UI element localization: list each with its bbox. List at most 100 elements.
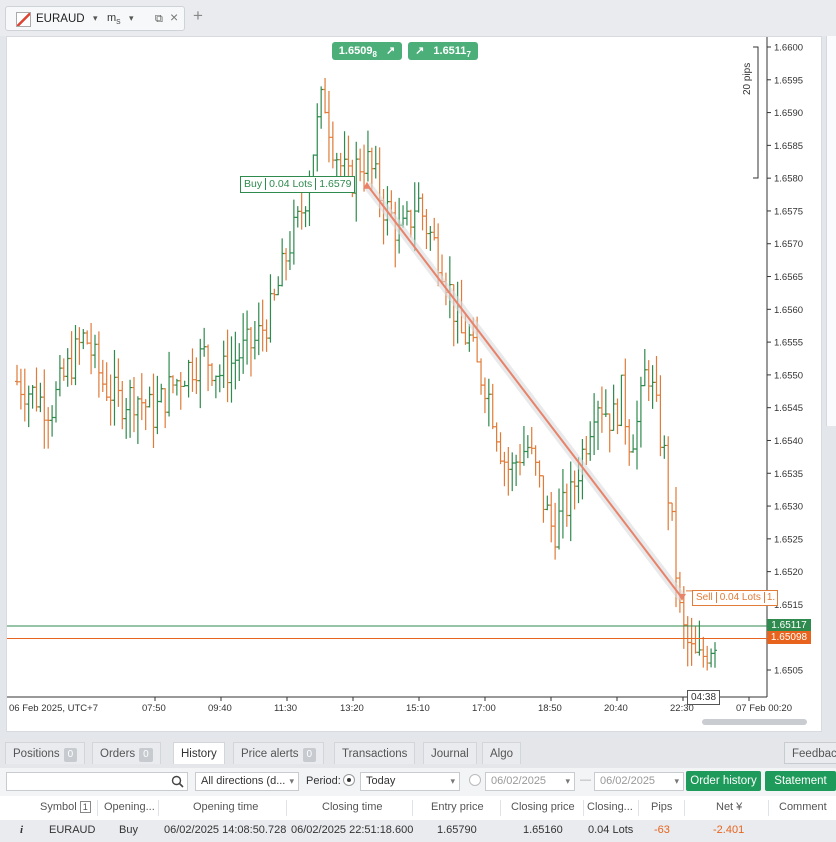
ohlc-bar [365, 130, 370, 182]
col-closing-volume[interactable]: Closing... [587, 801, 633, 813]
order-history-button[interactable]: Order history [686, 771, 761, 791]
add-tab-icon[interactable]: + [193, 6, 203, 25]
ohlc-bar [30, 385, 35, 409]
ohlc-bar [701, 636, 706, 668]
buy-marker-price: 1.6579 [315, 178, 355, 190]
ohlc-bar [424, 208, 429, 249]
chart-panel[interactable]: 1.6600 1.6595 1.6590 1.6585 1.6580 1.6575 1.65… [6, 36, 822, 732]
ohlc-bar [642, 348, 647, 387]
ohlc-bar [514, 454, 519, 487]
col-opening-direction[interactable]: Opening... [104, 801, 155, 813]
date-to-field[interactable]: 06/02/2025 ▾ [594, 772, 684, 791]
ohlc-bar [564, 483, 569, 527]
ohlc-bar [494, 422, 499, 452]
ohlc-bar [128, 379, 133, 438]
price-chart[interactable]: 1.6600 1.6595 1.6590 1.6585 1.6580 1.6575 1.65… [7, 37, 821, 731]
symbol-dropdown-icon[interactable]: ▾ [93, 13, 98, 23]
col-closing-price[interactable]: Closing price [511, 801, 575, 813]
chart-tab-bar: EURAUD ▾ ms ▾ ⧉ × + [0, 0, 836, 36]
ohlc-bar [619, 374, 624, 427]
col-closing-time[interactable]: Closing time [322, 801, 383, 813]
ohlc-bar [603, 389, 608, 417]
feedback-button[interactable]: Feedback [784, 742, 836, 764]
ohlc-bar [131, 376, 136, 433]
col-symbol[interactable]: Symbol 1 [40, 801, 91, 813]
timeframe-dropdown-icon[interactable]: ▾ [129, 13, 134, 23]
ohlc-bar [529, 427, 534, 455]
search-icon [171, 775, 184, 788]
buy-price-badge[interactable]: ↗ 1.65117 [408, 42, 478, 60]
ohlc-bar [163, 388, 168, 429]
pips-ruler-label: 20 pips [742, 62, 753, 95]
ohlc-bar [53, 381, 58, 423]
close-tab-icon[interactable]: × [170, 9, 179, 25]
direction-value: All directions (d... [201, 775, 286, 787]
col-net[interactable]: Net ¥ [716, 801, 743, 813]
history-table-header: Symbol 1 Opening... Opening time Closing… [0, 796, 836, 821]
ohlc-bar [553, 502, 558, 560]
ohlc-bar [670, 502, 675, 521]
col-pips[interactable]: Pips [651, 801, 673, 813]
ohlc-bar [342, 131, 347, 178]
y-tick-label: 1.6545 [774, 403, 803, 414]
tab-algo[interactable]: Algo [482, 742, 522, 764]
col-comment[interactable]: Comment [779, 801, 827, 813]
ohlc-bar [545, 495, 550, 511]
period-radio-custom[interactable] [469, 774, 481, 786]
statement-button[interactable]: Statement [765, 771, 836, 791]
direction-select[interactable]: All directions (d... ▾ [195, 772, 299, 791]
tab-count: 0 [302, 748, 317, 762]
info-icon[interactable]: i [20, 824, 24, 836]
chevron-down-icon: ▾ [289, 776, 294, 786]
exit-arrow-icon [678, 593, 686, 601]
sell-price-badge[interactable]: 1.65098 ↗ [332, 42, 402, 60]
ohlc-bar [596, 400, 601, 451]
ohlc-bar [213, 375, 218, 399]
tab-transactions[interactable]: Transactions [334, 742, 416, 764]
history-search-input[interactable] [6, 772, 188, 791]
ohlc-bar [568, 461, 573, 542]
ohlc-bar [108, 374, 113, 426]
ohlc-bar [143, 399, 148, 431]
sell-trade-marker[interactable]: Sell 0.04 Lots 1. [692, 590, 779, 606]
date-from-field[interactable]: 06/02/2025 ▾ [485, 772, 575, 791]
ohlc-bar [46, 407, 51, 449]
ohlc-bar [588, 421, 593, 461]
ohlc-bar [650, 365, 655, 409]
ohlc-bar [260, 299, 265, 352]
tab-price-alerts[interactable]: Price alerts 0 [233, 742, 325, 764]
y-tick-label: 1.6580 [774, 174, 803, 185]
popout-icon[interactable]: ⧉ [155, 13, 163, 25]
table-row[interactable]: i EURAUD Buy 06/02/2025 14:08:50.728 06/… [0, 820, 836, 842]
ohlc-bar [22, 368, 27, 422]
tab-orders[interactable]: Orders 0 [92, 742, 161, 764]
ohlc-bar [42, 369, 47, 449]
trade-line[interactable] [366, 184, 683, 599]
timeframe-label: m [107, 12, 117, 24]
chart-tab-euraud[interactable]: EURAUD ▾ ms ▾ ⧉ × [5, 6, 185, 31]
ohlc-bar [237, 343, 242, 382]
ohlc-bar [241, 313, 246, 374]
y-tick-label: 1.6515 [774, 600, 803, 611]
period-radio-preset[interactable] [343, 774, 355, 786]
period-select[interactable]: Today ▾ [360, 772, 460, 791]
col-opening-time[interactable]: Opening time [193, 801, 259, 813]
ohlc-bar [408, 209, 413, 238]
tab-positions[interactable]: Positions 0 [5, 742, 86, 764]
timeframe-selector[interactable]: ms [107, 12, 121, 26]
col-entry-price[interactable]: Entry price [431, 801, 484, 813]
ohlc-bar [170, 375, 175, 394]
chart-horizontal-scrollbar[interactable] [702, 719, 807, 725]
tab-history[interactable]: History [173, 742, 225, 764]
x-tick-label: 13:20 [340, 703, 364, 714]
ohlc-bar [190, 348, 195, 392]
tab-label: Price alerts [241, 748, 299, 760]
ohlc-bar [416, 182, 421, 213]
buy-trade-marker[interactable]: Buy 0.04 Lots 1.6579 [240, 176, 356, 193]
ohlc-bar [654, 356, 659, 402]
tab-journal[interactable]: Journal [423, 742, 477, 764]
no-trading-icon [16, 12, 31, 27]
cell-opening-direction: Buy [119, 824, 138, 836]
ohlc-bar [280, 238, 285, 287]
y-tick-label: 1.6600 [774, 43, 803, 54]
